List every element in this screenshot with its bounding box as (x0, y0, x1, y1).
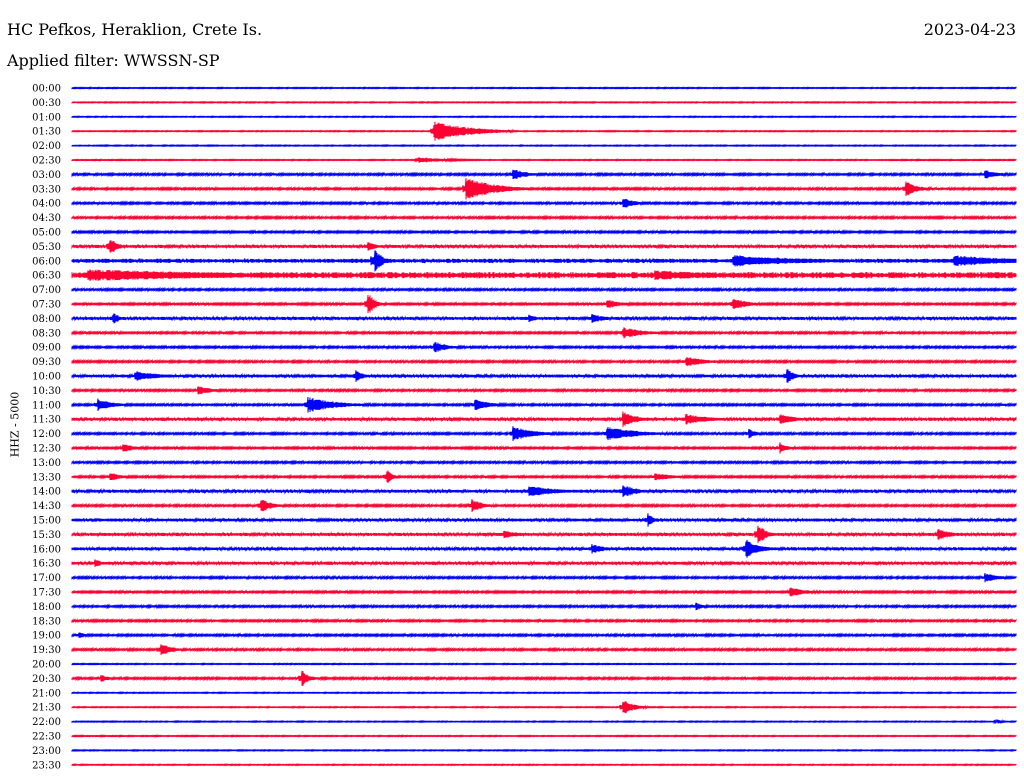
seismic-trace (71, 559, 1017, 568)
row-time-label: 08:00 (32, 314, 61, 325)
row-time-label: 12:00 (32, 429, 61, 440)
seismic-trace (71, 313, 1017, 324)
row-time-label: 17:30 (32, 588, 61, 599)
row-time-label: 11:00 (32, 400, 61, 411)
seismic-trace (71, 369, 1017, 383)
helicorder-rows: 00:00 00:30 01:00 01:30 02:00 02:30 03:00 03:30… (32, 84, 1017, 771)
row-time-label: 07:30 (32, 300, 61, 311)
row-time-label: 23:30 (32, 760, 61, 771)
row-time-label: 11:30 (32, 415, 61, 426)
row-time-label: 12:30 (32, 444, 61, 455)
row-time-label: 04:30 (32, 213, 61, 224)
row-time-label: 01:30 (32, 127, 61, 138)
seismic-trace (71, 602, 1017, 611)
row-time-label: 00:00 (32, 84, 61, 95)
row-time-label: 05:00 (32, 228, 61, 239)
row-time-label: 15:00 (32, 516, 61, 527)
row-time-label: 19:00 (32, 631, 61, 642)
seismic-trace (71, 240, 1017, 253)
row-time-label: 21:30 (32, 703, 61, 714)
row-time-label: 23:00 (32, 746, 61, 757)
seismic-trace (71, 539, 1017, 558)
seismic-trace (71, 250, 1017, 272)
row-time-label: 00:30 (32, 98, 61, 109)
row-time-label: 15:30 (32, 530, 61, 541)
row-time-label: 22:00 (32, 717, 61, 728)
row-time-label: 10:30 (32, 386, 61, 397)
row-time-label: 17:00 (32, 573, 61, 584)
row-time-label: 03:00 (32, 170, 61, 181)
filter-label: Applied filter: WWSSN-SP (7, 51, 220, 70)
row-time-label: 06:00 (32, 256, 61, 267)
seismic-trace (71, 513, 1017, 527)
row-time-label: 01:00 (32, 112, 61, 123)
date-label: 2023-04-23 (923, 20, 1016, 39)
row-time-label: 16:00 (32, 544, 61, 555)
row-time-label: 20:00 (32, 660, 61, 671)
row-time-label: 13:30 (32, 472, 61, 483)
seismic-trace (71, 442, 1017, 454)
seismic-trace (71, 411, 1017, 427)
seismic-trace (71, 214, 1017, 221)
row-time-label: 09:00 (32, 343, 61, 354)
row-time-label: 02:00 (32, 141, 61, 152)
station-title: HC Pefkos, Heraklion, Crete Is. (7, 20, 263, 39)
row-time-label: 20:30 (32, 674, 61, 685)
row-time-label: 03:30 (32, 184, 61, 195)
row-time-label: 07:00 (32, 285, 61, 296)
seismic-trace (71, 499, 1017, 513)
row-time-label: 09:30 (32, 357, 61, 368)
row-time-label: 02:30 (32, 156, 61, 167)
row-time-label: 05:30 (32, 242, 61, 253)
row-time-label: 22:30 (32, 732, 61, 743)
row-time-label: 08:30 (32, 328, 61, 339)
row-time-label: 21:00 (32, 688, 61, 699)
row-time-label: 16:30 (32, 559, 61, 570)
row-time-label: 14:00 (32, 487, 61, 498)
seismic-trace (71, 269, 1017, 282)
row-time-label: 18:00 (32, 602, 61, 613)
row-time-label: 10:00 (32, 372, 61, 383)
row-time-label: 13:00 (32, 458, 61, 469)
row-time-label: 14:30 (32, 501, 61, 512)
row-time-label: 06:30 (32, 271, 61, 282)
row-time-label: 19:30 (32, 645, 61, 656)
row-time-label: 04:00 (32, 199, 61, 210)
row-time-label: 18:30 (32, 616, 61, 627)
seismic-trace (71, 525, 1017, 544)
